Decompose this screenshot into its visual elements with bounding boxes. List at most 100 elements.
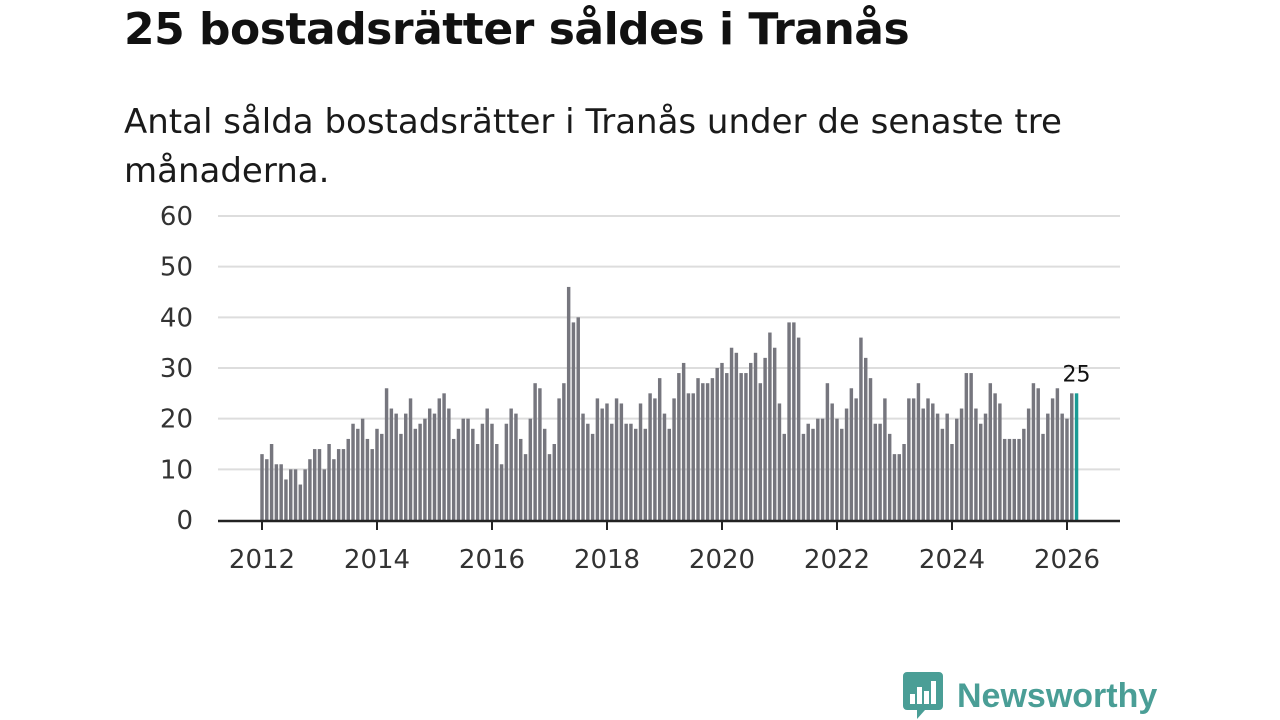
- bar: [715, 368, 719, 520]
- bar: [279, 464, 283, 520]
- bar: [1022, 428, 1026, 520]
- bar: [495, 444, 499, 520]
- bar: [466, 418, 470, 520]
- bar: [710, 378, 715, 520]
- bar: [1070, 393, 1074, 520]
- bar: [811, 428, 815, 520]
- bar: [581, 413, 585, 520]
- bar: [983, 413, 988, 520]
- bar: [998, 403, 1002, 520]
- bar: [533, 383, 537, 520]
- bar: [1026, 408, 1031, 520]
- bar: [356, 428, 360, 520]
- bar: [284, 479, 288, 520]
- bar: [1017, 438, 1021, 520]
- bar: [456, 428, 461, 520]
- bar: [931, 403, 935, 520]
- x-tick-label: 2012: [229, 545, 295, 575]
- bar: [993, 393, 997, 520]
- newsworthy-logo: Newsworthy: [903, 672, 1157, 720]
- data-labels: 25: [1063, 362, 1091, 387]
- bar: [375, 428, 379, 520]
- bar: [389, 408, 394, 520]
- bar: [586, 423, 590, 520]
- bar: [413, 428, 418, 520]
- bar: [634, 428, 638, 520]
- x-axis-tick-labels: 2012 2014 2016 2018 2020 2022 2024 2026: [229, 545, 1100, 575]
- bar-series: [260, 286, 1079, 520]
- bar: [269, 444, 274, 520]
- bar: [303, 469, 307, 520]
- bar: [528, 418, 533, 520]
- bar: [600, 408, 604, 520]
- bar: [614, 398, 619, 520]
- chart-title: 25 bostadsrätter såldes i Tranås: [124, 4, 910, 55]
- bar: [792, 322, 796, 520]
- bar: [514, 413, 518, 520]
- bar: [562, 383, 566, 520]
- bar: [653, 398, 657, 520]
- bar: [384, 388, 389, 520]
- bar: [1055, 388, 1060, 520]
- bar: [327, 444, 331, 520]
- bar: [404, 413, 408, 520]
- bar: [619, 403, 624, 520]
- newsworthy-logo-text: Newsworthy: [957, 677, 1158, 715]
- bar-highlight: [1074, 393, 1079, 520]
- bar: [648, 393, 652, 520]
- bar: [394, 413, 398, 520]
- y-tick-label: 50: [160, 253, 193, 283]
- bar: [519, 438, 523, 520]
- bar: [782, 433, 786, 520]
- bar: [523, 454, 528, 520]
- bar: [763, 357, 767, 520]
- bar: [490, 423, 494, 520]
- bar: [662, 413, 667, 520]
- bar: [542, 428, 547, 520]
- y-tick-label: 40: [160, 303, 193, 333]
- x-tick-label: 2024: [919, 545, 985, 575]
- bar: [332, 459, 336, 520]
- bar: [566, 286, 571, 520]
- bar: [911, 398, 916, 520]
- bar: [336, 449, 341, 520]
- bar: [744, 373, 748, 520]
- bar: [552, 444, 557, 520]
- bar: [753, 352, 758, 520]
- bar: [590, 433, 595, 520]
- bar: [308, 459, 312, 520]
- y-tick-label: 0: [176, 506, 193, 536]
- bar: [408, 398, 413, 520]
- bar: [370, 449, 374, 520]
- bar: [667, 428, 671, 520]
- bar: [504, 423, 509, 520]
- bar: [691, 393, 695, 520]
- bar: [1012, 438, 1016, 520]
- bar: [624, 423, 628, 520]
- bar: [940, 428, 945, 520]
- bar: [739, 373, 743, 520]
- bar: [729, 347, 734, 520]
- bar: [988, 383, 993, 520]
- bar: [806, 423, 810, 520]
- bar: [772, 347, 777, 520]
- bar: [547, 454, 552, 520]
- bar: [830, 403, 834, 520]
- bar: [935, 413, 940, 520]
- bar: [638, 403, 643, 520]
- bar: [1060, 413, 1064, 520]
- bar: [365, 438, 370, 520]
- bar: [418, 423, 422, 520]
- bar: [749, 362, 753, 520]
- bar: [461, 418, 465, 520]
- bar: [399, 433, 403, 520]
- bar: [298, 484, 303, 520]
- bar: [844, 408, 849, 520]
- bar: [955, 418, 959, 520]
- bar: [868, 378, 873, 520]
- bar: [351, 423, 355, 520]
- bar: [657, 378, 662, 520]
- bar: [1036, 388, 1040, 520]
- bar: [696, 378, 700, 520]
- x-tick-label: 2026: [1034, 545, 1100, 575]
